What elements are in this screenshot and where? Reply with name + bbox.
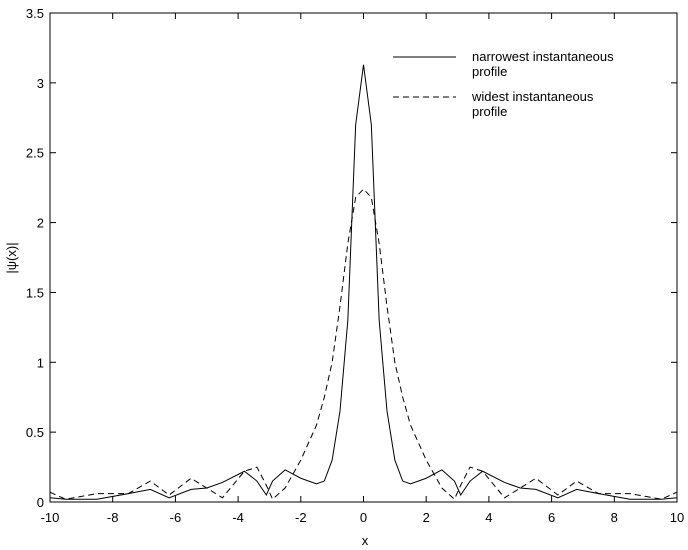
y-tick-label: 2: [37, 216, 44, 231]
x-tick-label: -10: [41, 510, 60, 525]
x-tick-label: 4: [485, 510, 492, 525]
x-tick-label: 2: [423, 510, 430, 525]
y-tick-label: 0: [37, 495, 44, 510]
x-tick-label: -2: [295, 510, 307, 525]
series-line: [49, 188, 678, 501]
y-tick-label: 3.5: [26, 6, 44, 21]
y-tick-label: 1: [37, 355, 44, 370]
x-tick-label: -8: [107, 510, 119, 525]
series-line: [49, 64, 678, 500]
x-tick-label: 10: [670, 510, 684, 525]
y-tick-label: 2.5: [26, 146, 44, 161]
x-tick-label: 0: [360, 510, 367, 525]
legend-label: widest instantaneous profile: [472, 89, 594, 119]
y-tick-label: 3: [37, 76, 44, 91]
x-tick-label: 8: [611, 510, 618, 525]
x-tick-label: -4: [232, 510, 244, 525]
x-tick-label: 6: [548, 510, 555, 525]
y-tick-label: 0.5: [26, 425, 44, 440]
x-tick-label: -6: [170, 510, 182, 525]
y-axis-label: |ψ(x)|: [4, 242, 19, 273]
x-axis-label: x: [362, 533, 369, 548]
plot-frame: [49, 12, 678, 503]
y-tick-label: 1.5: [26, 285, 44, 300]
legend-label: narrowest instantaneous profile: [472, 49, 614, 79]
